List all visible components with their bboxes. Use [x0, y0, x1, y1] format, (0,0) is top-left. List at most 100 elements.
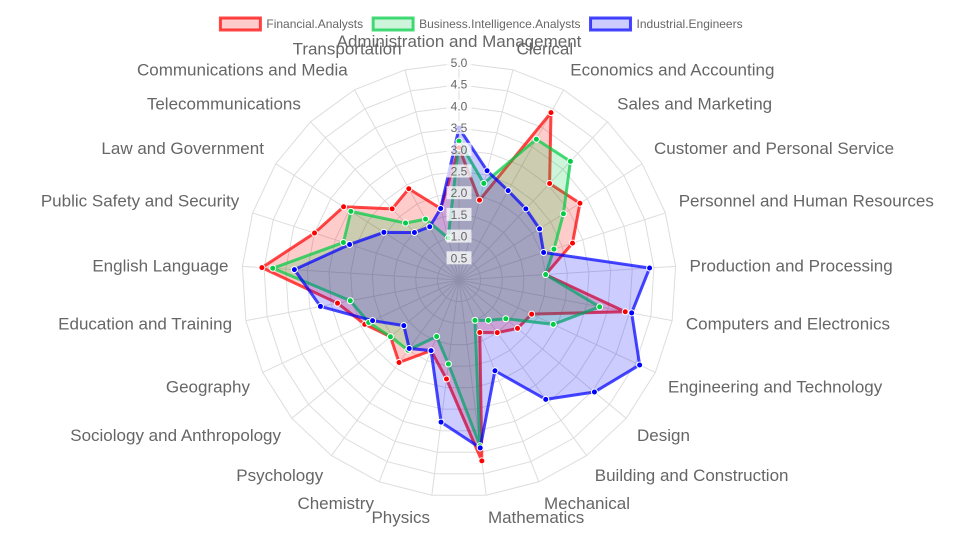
legend-item-1[interactable]: Business.Intelligence.Analysts — [371, 16, 581, 32]
grid-spoke — [458, 279, 627, 419]
data-point[interactable] — [596, 303, 604, 311]
grid-spoke — [404, 69, 460, 281]
tick-label: 1.5 — [451, 208, 468, 222]
data-point[interactable] — [590, 388, 598, 396]
data-point[interactable] — [528, 310, 536, 318]
series-layer — [258, 109, 654, 465]
data-point[interactable] — [549, 320, 557, 328]
grid-spoke — [458, 163, 643, 281]
data-point[interactable] — [471, 316, 479, 324]
data-point[interactable] — [402, 219, 410, 227]
data-point[interactable] — [532, 135, 540, 143]
data-point[interactable] — [493, 329, 501, 337]
data-point[interactable] — [550, 245, 558, 253]
data-point[interactable] — [405, 185, 413, 193]
tick-label: 0.5 — [451, 251, 468, 265]
data-point[interactable] — [542, 395, 550, 403]
data-point[interactable] — [476, 444, 484, 452]
data-point[interactable] — [410, 229, 418, 237]
data-point[interactable] — [442, 375, 450, 383]
data-point[interactable] — [480, 179, 488, 187]
data-point[interactable] — [514, 324, 522, 332]
axis-label: Transportation — [293, 39, 402, 58]
data-point[interactable] — [422, 215, 430, 223]
data-point[interactable] — [346, 240, 354, 248]
data-point[interactable] — [437, 418, 445, 426]
data-point[interactable] — [437, 205, 445, 213]
axis-label: Computers and Electronics — [686, 314, 890, 333]
data-point[interactable] — [504, 187, 512, 195]
grid-ring — [371, 192, 547, 367]
axis-label: Sales and Marketing — [617, 95, 772, 114]
tick-backdrop — [446, 99, 472, 113]
axis-label: Education and Training — [58, 314, 232, 333]
data-point[interactable] — [628, 309, 636, 317]
data-point[interactable] — [269, 264, 277, 272]
data-point[interactable] — [569, 239, 577, 247]
data-point[interactable] — [536, 225, 544, 233]
axis-label: Law and Government — [101, 139, 264, 158]
data-point[interactable] — [547, 109, 555, 117]
grid-spoke — [331, 279, 460, 456]
data-point[interactable] — [646, 264, 654, 272]
tick-backdrop — [446, 56, 472, 69]
data-point[interactable] — [566, 157, 574, 165]
tick-label: 3.0 — [451, 143, 468, 157]
grid-spoke — [458, 89, 564, 281]
legend-item-2[interactable]: Industrial.Engineers — [589, 16, 743, 32]
data-point[interactable] — [444, 360, 452, 368]
tick-backdrop — [446, 142, 472, 156]
data-point[interactable] — [621, 308, 629, 316]
data-point[interactable] — [258, 264, 266, 272]
data-point[interactable] — [334, 299, 342, 307]
data-point[interactable] — [433, 332, 441, 340]
grid-ring — [436, 257, 482, 303]
series-area-2 — [292, 126, 652, 450]
data-point[interactable] — [388, 205, 396, 213]
data-point[interactable] — [369, 317, 377, 325]
data-point[interactable] — [290, 266, 298, 274]
axis-label: Psychology — [236, 466, 323, 485]
data-point[interactable] — [476, 328, 484, 336]
data-point[interactable] — [522, 205, 530, 213]
data-point[interactable] — [540, 249, 548, 257]
legend-swatch — [589, 16, 633, 32]
tick-backdrop — [446, 77, 472, 91]
data-point[interactable] — [476, 196, 484, 204]
legend-item-0[interactable]: Financial.Analysts — [218, 16, 363, 32]
data-point[interactable] — [339, 238, 347, 246]
data-point[interactable] — [427, 347, 435, 355]
grid-spoke — [310, 121, 460, 281]
data-point[interactable] — [395, 359, 403, 367]
data-point[interactable] — [484, 316, 492, 324]
data-point[interactable] — [483, 167, 491, 175]
data-point[interactable] — [316, 302, 324, 310]
axis-label: Sociology and Anthropology — [70, 426, 281, 445]
grid-spoke — [354, 89, 460, 281]
grid-spoke — [458, 279, 673, 322]
data-point[interactable] — [405, 344, 413, 352]
legend-label: Business.Intelligence.Analysts — [419, 17, 580, 31]
data-point[interactable] — [400, 322, 408, 330]
data-point[interactable] — [542, 271, 550, 279]
data-point[interactable] — [426, 223, 434, 231]
data-point[interactable] — [636, 361, 644, 369]
data-point[interactable] — [386, 333, 394, 341]
data-point[interactable] — [576, 199, 584, 207]
data-point[interactable] — [311, 229, 319, 237]
data-point[interactable] — [340, 203, 348, 211]
data-point[interactable] — [346, 297, 354, 305]
grid-spoke — [291, 279, 460, 419]
axis-label: Administration and Management — [337, 32, 582, 51]
data-point[interactable] — [380, 228, 388, 236]
legend-swatch — [218, 16, 262, 32]
grid-spoke — [458, 212, 666, 281]
tick-label: 5.0 — [451, 56, 468, 70]
data-point[interactable] — [502, 315, 510, 323]
data-point[interactable] — [478, 457, 486, 465]
axis-label: Personnel and Human Resources — [679, 192, 934, 211]
data-point[interactable] — [491, 367, 499, 375]
data-point[interactable] — [546, 180, 554, 188]
data-point[interactable] — [347, 207, 355, 215]
data-point[interactable] — [559, 210, 567, 218]
